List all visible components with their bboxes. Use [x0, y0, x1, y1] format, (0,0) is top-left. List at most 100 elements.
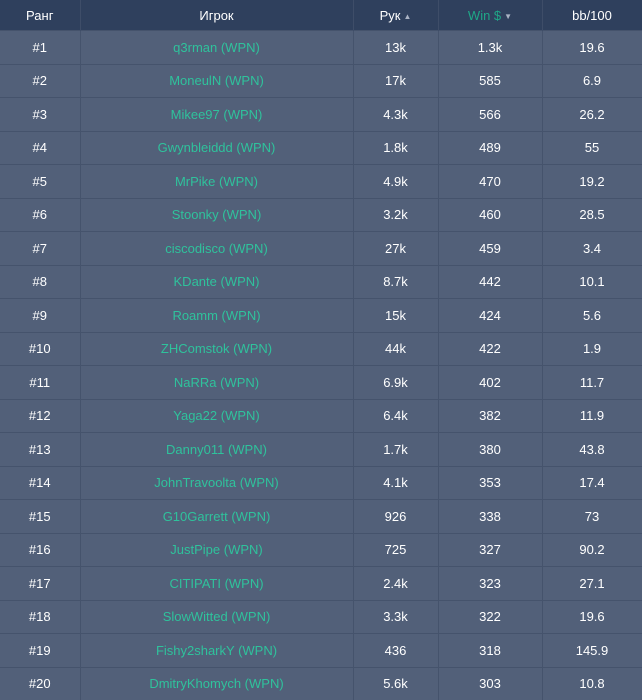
player-link[interactable]: Fishy2sharkY (WPN) — [80, 633, 354, 667]
rank-cell: #5 — [0, 164, 81, 198]
rank-cell: #16 — [0, 532, 81, 567]
table-row: #2 MoneulN (WPN) 17k 585 6.9 — [0, 63, 642, 98]
bb100-cell: 6.9 — [542, 63, 642, 98]
player-link[interactable]: Roamm (WPN) — [80, 298, 354, 332]
player-link[interactable]: Mikee97 (WPN) — [80, 97, 354, 131]
player-link[interactable]: q3rman (WPN) — [80, 30, 354, 64]
rank-cell: #8 — [0, 264, 81, 299]
win-cell: 566 — [438, 97, 543, 131]
table-row: #11 NaRRa (WPN) 6.9k 402 11.7 — [0, 365, 642, 399]
bb100-cell: 43.8 — [542, 432, 642, 466]
table-row: #8 KDante (WPN) 8.7k 442 10.1 — [0, 264, 642, 299]
table-row: #1 q3rman (WPN) 13k 1.3k 19.6 — [0, 30, 642, 64]
win-header[interactable]: Win $ ▼ — [438, 0, 543, 31]
hands-cell: 6.9k — [353, 365, 439, 399]
win-cell: 460 — [438, 197, 543, 232]
bb100-cell: 19.6 — [542, 30, 642, 64]
player-link[interactable]: MoneulN (WPN) — [80, 63, 354, 98]
win-cell: 442 — [438, 264, 543, 299]
win-cell: 380 — [438, 432, 543, 466]
win-cell: 382 — [438, 398, 543, 433]
rank-cell: #19 — [0, 633, 81, 667]
win-cell: 322 — [438, 599, 543, 634]
bb100-cell: 28.5 — [542, 197, 642, 232]
hands-cell: 13k — [353, 30, 439, 64]
rank-cell: #15 — [0, 499, 81, 533]
bb100-cell: 55 — [542, 130, 642, 165]
rank-header: Ранг — [0, 0, 81, 31]
player-link[interactable]: Gwynbleiddd (WPN) — [80, 130, 354, 165]
hands-cell: 436 — [353, 633, 439, 667]
win-header-label: Win $ — [467, 7, 502, 23]
bb100-cell: 145.9 — [542, 633, 642, 667]
player-link[interactable]: JohnTravoolta (WPN) — [80, 465, 354, 500]
hands-cell: 3.2k — [353, 197, 439, 232]
player-link[interactable]: Danny011 (WPN) — [80, 432, 354, 466]
table-row: #15 G10Garrett (WPN) 926 338 73 — [0, 499, 642, 533]
hands-header[interactable]: Рук ▲ — [353, 0, 439, 31]
win-cell: 459 — [438, 231, 543, 265]
player-link[interactable]: DmitryKhomych (WPN) — [80, 666, 354, 700]
bb100-header[interactable]: bb/100 — [542, 0, 642, 31]
table-row: #13 Danny011 (WPN) 1.7k 380 43.8 — [0, 432, 642, 466]
bb100-cell: 27.1 — [542, 566, 642, 600]
hands-cell: 8.7k — [353, 264, 439, 299]
player-link[interactable]: Stoonky (WPN) — [80, 197, 354, 232]
win-cell: 424 — [438, 298, 543, 332]
hands-cell: 3.3k — [353, 599, 439, 634]
bb100-cell: 1.9 — [542, 331, 642, 366]
bb100-cell: 10.8 — [542, 666, 642, 700]
table-row: #4 Gwynbleiddd (WPN) 1.8k 489 55 — [0, 130, 642, 165]
bb100-cell: 11.7 — [542, 365, 642, 399]
hands-cell: 4.3k — [353, 97, 439, 131]
sort-up-icon: ▲ — [403, 11, 412, 21]
rank-cell: #14 — [0, 465, 81, 500]
hands-cell: 725 — [353, 532, 439, 567]
bb100-cell: 26.2 — [542, 97, 642, 131]
hands-cell: 15k — [353, 298, 439, 332]
hands-cell: 4.1k — [353, 465, 439, 500]
rank-cell: #7 — [0, 231, 81, 265]
player-header-label: Игрок — [199, 7, 234, 23]
win-cell: 327 — [438, 532, 543, 567]
hands-header-label: Рук — [379, 7, 401, 23]
player-link[interactable]: KDante (WPN) — [80, 264, 354, 299]
player-link[interactable]: NaRRa (WPN) — [80, 365, 354, 399]
player-link[interactable]: ciscodisco (WPN) — [80, 231, 354, 265]
rank-cell: #13 — [0, 432, 81, 466]
win-cell: 489 — [438, 130, 543, 165]
bb100-cell: 90.2 — [542, 532, 642, 567]
player-link[interactable]: Yaga22 (WPN) — [80, 398, 354, 433]
rank-cell: #20 — [0, 666, 81, 700]
sort-down-icon: ▼ — [504, 11, 513, 21]
player-link[interactable]: MrPike (WPN) — [80, 164, 354, 198]
rank-cell: #10 — [0, 331, 81, 366]
bb100-cell: 5.6 — [542, 298, 642, 332]
table-row: #17 CITIPATI (WPN) 2.4k 323 27.1 — [0, 566, 642, 600]
win-cell: 323 — [438, 566, 543, 600]
rank-header-label: Ранг — [26, 7, 54, 23]
table-row: #9 Roamm (WPN) 15k 424 5.6 — [0, 298, 642, 332]
win-cell: 318 — [438, 633, 543, 667]
table-row: #20 DmitryKhomych (WPN) 5.6k 303 10.8 — [0, 666, 642, 700]
win-cell: 402 — [438, 365, 543, 399]
win-cell: 1.3k — [438, 30, 543, 64]
player-link[interactable]: JustPipe (WPN) — [80, 532, 354, 567]
hands-cell: 1.8k — [353, 130, 439, 165]
table-row: #16 JustPipe (WPN) 725 327 90.2 — [0, 532, 642, 567]
player-header: Игрок — [80, 0, 354, 31]
player-link[interactable]: G10Garrett (WPN) — [80, 499, 354, 533]
table-row: #19 Fishy2sharkY (WPN) 436 318 145.9 — [0, 633, 642, 667]
table-row: #7 ciscodisco (WPN) 27k 459 3.4 — [0, 231, 642, 265]
player-link[interactable]: CITIPATI (WPN) — [80, 566, 354, 600]
player-link[interactable]: SlowWitted (WPN) — [80, 599, 354, 634]
rank-cell: #12 — [0, 398, 81, 433]
rank-cell: #3 — [0, 97, 81, 131]
table-row: #10 ZHComstok (WPN) 44k 422 1.9 — [0, 331, 642, 366]
player-link[interactable]: ZHComstok (WPN) — [80, 331, 354, 366]
win-cell: 303 — [438, 666, 543, 700]
bb100-cell: 10.1 — [542, 264, 642, 299]
rank-cell: #6 — [0, 197, 81, 232]
rank-cell: #17 — [0, 566, 81, 600]
